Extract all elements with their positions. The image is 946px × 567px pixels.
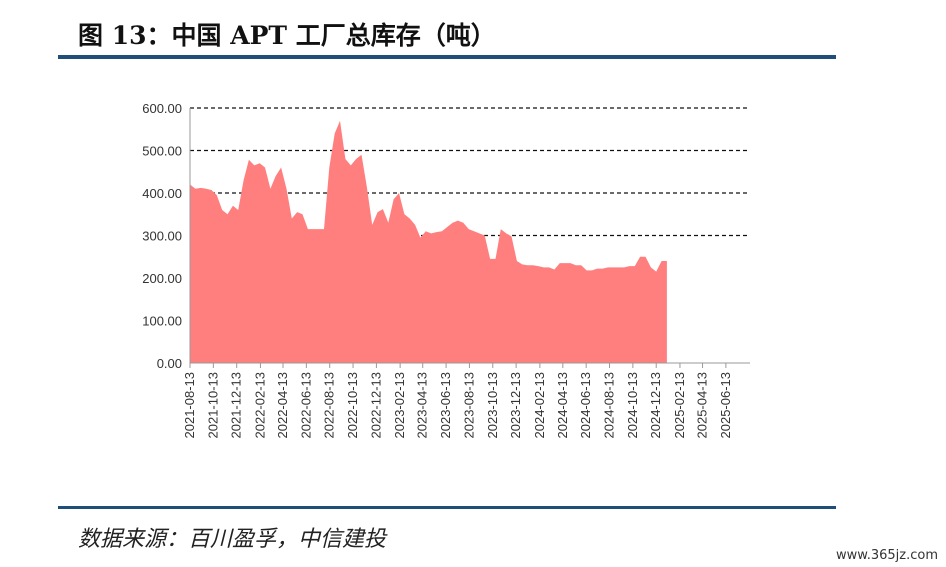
x-tick-label: 2022-04-13 [275, 372, 290, 439]
x-tick-label: 2025-04-13 [695, 372, 710, 439]
x-tick-label: 2023-08-13 [461, 372, 476, 439]
x-tick-label: 2024-04-13 [555, 372, 570, 439]
x-tick-label: 2021-10-13 [205, 372, 220, 439]
x-tick-label: 2022-08-13 [322, 372, 337, 439]
x-tick-label: 2023-02-13 [392, 372, 407, 439]
x-tick-label: 2023-04-13 [415, 372, 430, 439]
apt-inventory-area-chart: 0.00 100.00 200.00 300.00 400.00 500.00 600.00… [142, 101, 750, 439]
x-tick-label: 2025-06-13 [718, 372, 733, 439]
x-tick-label: 2024-10-13 [625, 372, 640, 439]
watermark: www.365jz.com [836, 548, 938, 563]
x-tick-label: 2023-06-13 [438, 372, 453, 439]
x-tick-label: 2025-02-13 [672, 372, 687, 439]
y-tick-label: 500.00 [142, 144, 182, 159]
top-divider [58, 55, 836, 59]
inventory-area [190, 120, 667, 363]
x-tick-label: 2021-08-13 [182, 372, 197, 439]
x-tick-label: 2021-12-13 [229, 372, 244, 439]
page-title: 图 13：中国 APT 工厂总库存（吨） [78, 21, 496, 50]
x-tick-label: 2022-12-13 [368, 372, 383, 439]
area-series [190, 120, 667, 363]
x-tick-label: 2023-10-13 [485, 372, 500, 439]
x-tick-label: 2024-12-13 [648, 372, 663, 439]
y-tick-label: 400.00 [142, 186, 182, 201]
y-tick-label: 300.00 [142, 229, 182, 244]
y-tick-label: 0.00 [157, 356, 182, 371]
x-tick-label: 2024-08-13 [602, 372, 617, 439]
bottom-divider [58, 506, 836, 509]
y-tick-label: 600.00 [142, 101, 182, 116]
x-tick-label: 2024-02-13 [532, 372, 547, 439]
x-tick-label: 2023-12-13 [508, 372, 523, 439]
y-tick-labels: 0.00 100.00 200.00 300.00 400.00 500.00 600.00 [142, 101, 182, 371]
source-note: 数据来源：百川盈孚，中信建投 [78, 527, 387, 552]
x-tick-label: 2022-02-13 [252, 372, 267, 439]
y-tick-label: 200.00 [142, 271, 182, 286]
x-tick-label: 2024-06-13 [578, 372, 593, 439]
x-tick-labels: 2021-08-13 2021-10-13 2021-12-13 2022-02-13… [182, 363, 733, 439]
x-tick-label: 2022-10-13 [345, 372, 360, 439]
y-tick-label: 100.00 [142, 314, 182, 329]
x-tick-label: 2022-06-13 [298, 372, 313, 439]
